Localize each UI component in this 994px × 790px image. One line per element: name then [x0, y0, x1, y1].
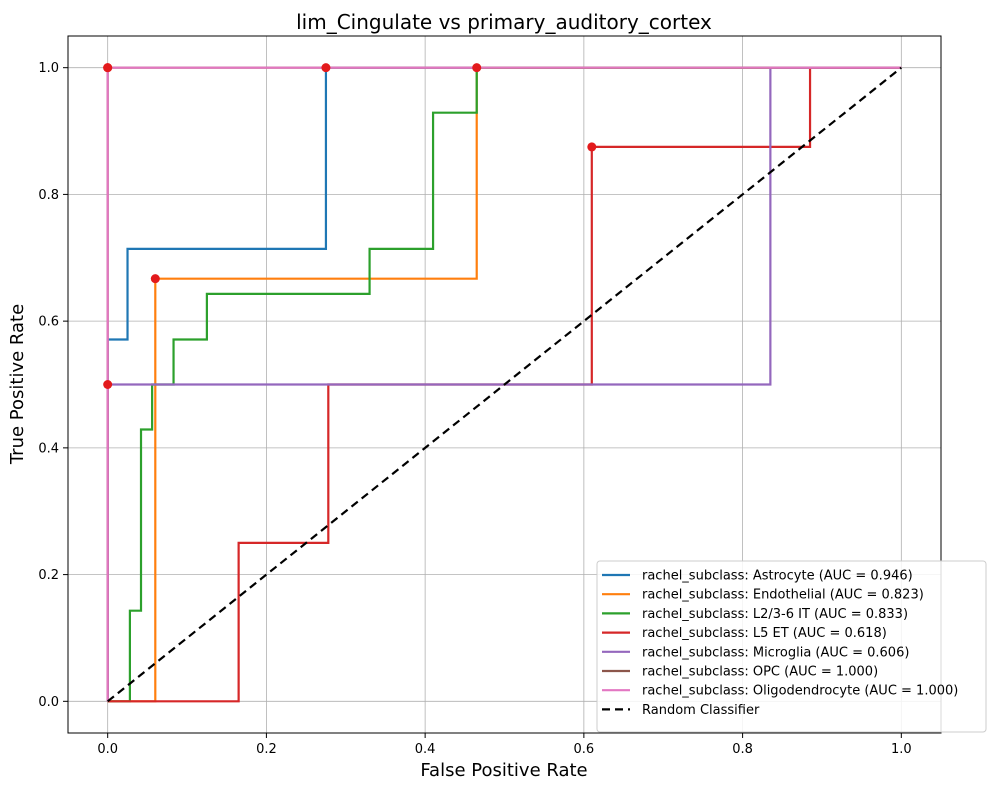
x-axis-label: False Positive Rate — [420, 760, 587, 781]
chart-title: lim_Cingulate vs primary_auditory_cortex — [296, 10, 712, 34]
legend-entry-label: rachel_subclass: Astrocyte (AUC = 0.946) — [642, 569, 913, 584]
x-tick-label: 0.4 — [415, 742, 436, 757]
legend: rachel_subclass: Astrocyte (AUC = 0.946)… — [596, 560, 987, 733]
legend-entry-label: rachel_subclass: Oligodendrocyte (AUC = … — [642, 684, 958, 699]
plot-frame — [67, 35, 942, 734]
optimal-threshold-marker-2 — [472, 63, 482, 73]
legend-entry-label: rachel_subclass: L5 ET (AUC = 0.618) — [642, 626, 887, 641]
ticks: 0.0 0.2 0.4 0.6 0.8 1.0 0.0 0.2 0.4 0.6 0.8 1.0 — [38, 61, 911, 757]
legend-entry-label: rachel_subclass: L2/3-6 IT (AUC = 0.833) — [642, 607, 908, 622]
x-tick-label: 0.2 — [256, 742, 277, 757]
legend-box — [596, 560, 987, 733]
y-axis-label: True Positive Rate — [7, 304, 28, 465]
optimal-threshold-marker-0 — [321, 63, 331, 73]
random-classifier-line — [106, 66, 903, 703]
legend-entry-label: rachel_subclass: Microglia (AUC = 0.606) — [642, 645, 909, 660]
optimal-threshold-marker-4 — [103, 380, 113, 389]
legend-entry-label: Random Classifier — [642, 703, 760, 718]
marker-layer — [103, 63, 597, 389]
optimal-threshold-marker-3 — [587, 142, 597, 152]
legend-entry-label: rachel_subclass: Endothelial (AUC = 0.82… — [642, 588, 924, 603]
legend-entry-label: rachel_subclass: OPC (AUC = 1.000) — [642, 665, 878, 680]
optimal-threshold-marker-6 — [103, 63, 113, 73]
y-tick-label: 0.0 — [38, 695, 59, 710]
y-tick-label: 1.0 — [38, 61, 59, 76]
x-tick-label: 0.6 — [574, 742, 595, 757]
roc-curve-2 — [107, 66, 902, 703]
optimal-threshold-marker-1 — [150, 274, 160, 284]
x-tick-label: 1.0 — [891, 742, 912, 757]
y-tick-label: 0.6 — [38, 315, 59, 330]
y-tick-label: 0.2 — [38, 568, 59, 583]
y-tick-label: 0.8 — [38, 188, 59, 203]
x-tick-label: 0.8 — [732, 742, 753, 757]
x-tick-label: 0.0 — [97, 742, 118, 757]
y-tick-label: 0.4 — [38, 441, 59, 456]
